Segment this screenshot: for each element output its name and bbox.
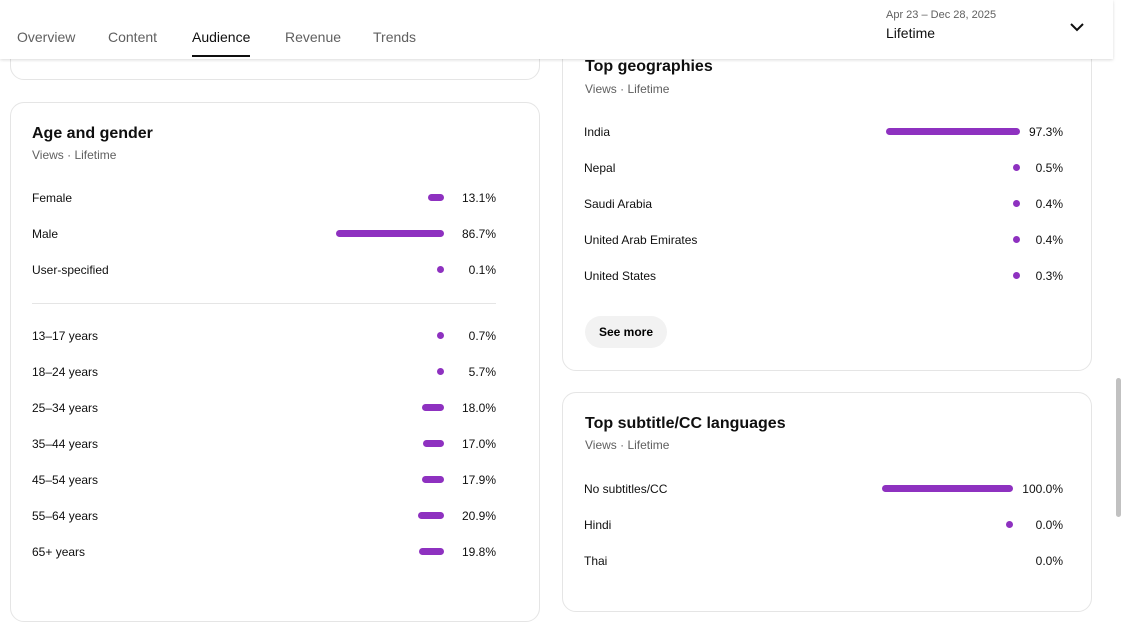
item-label: Female	[32, 191, 73, 205]
list-item: United States 0.3%	[584, 266, 1084, 286]
item-value: 0.3%	[1035, 269, 1063, 283]
list-item: User-specified 0.1%	[32, 260, 532, 280]
tab-audience[interactable]: Audience	[192, 29, 251, 57]
card-subtitle: Views · Lifetime	[32, 148, 117, 162]
list-item: Nepal 0.5%	[584, 158, 1084, 178]
value-bar	[1006, 521, 1013, 528]
scrollbar-thumb[interactable]	[1116, 378, 1121, 517]
list-item: 65+ years 19.8%	[32, 542, 532, 562]
item-label: 45–54 years	[32, 473, 99, 487]
card-subtitle: Views · Lifetime	[585, 82, 670, 96]
list-item: Saudi Arabia 0.4%	[584, 194, 1084, 214]
list-item: 18–24 years 5.7%	[32, 362, 532, 382]
tab-revenue[interactable]: Revenue	[285, 29, 342, 45]
list-item: United Arab Emirates 0.4%	[584, 230, 1084, 250]
item-label: Saudi Arabia	[584, 197, 653, 211]
list-item: 35–44 years 17.0%	[32, 434, 532, 454]
value-bar	[1013, 200, 1020, 207]
value-bar	[421, 404, 444, 411]
list-item: Female 13.1%	[32, 188, 532, 208]
item-label: Male	[32, 227, 59, 241]
item-value: 0.0%	[1035, 518, 1063, 532]
top-header: Overview Content Audience Revenue Trends…	[0, 0, 1113, 59]
item-value: 0.4%	[1035, 233, 1063, 247]
item-label: 13–17 years	[32, 329, 99, 343]
item-label: 55–64 years	[32, 509, 99, 523]
item-value: 0.5%	[1035, 161, 1063, 175]
list-item: No subtitles/CC 100.0%	[584, 479, 1084, 499]
tab-trends[interactable]: Trends	[373, 29, 417, 45]
age-gender-card	[10, 102, 540, 622]
item-label: United States	[584, 269, 657, 283]
value-bar	[422, 440, 444, 447]
item-value: 0.0%	[1035, 554, 1063, 568]
item-label: User-specified	[32, 263, 109, 277]
value-bar	[1013, 272, 1020, 279]
list-item: Thai 0.0%	[584, 551, 1084, 571]
tab-content[interactable]: Content	[108, 29, 158, 45]
date-range-dates: Apr 23 – Dec 28, 2025	[886, 9, 997, 21]
item-value: 97.3%	[1028, 125, 1063, 139]
see-more-button[interactable]: See more	[585, 316, 667, 348]
date-range-picker[interactable]: Apr 23 – Dec 28, 2025 Lifetime	[886, 9, 996, 41]
item-label: Nepal	[584, 161, 616, 175]
chevron-down-icon[interactable]	[1070, 22, 1084, 32]
card-title: Top geographies	[585, 58, 713, 75]
list-item: India 97.3%	[584, 122, 1084, 142]
list-item: 13–17 years 0.7%	[32, 326, 532, 346]
top-geographies-card	[562, 20, 1092, 371]
item-label: United Arab Emirates	[584, 233, 698, 247]
value-bar	[417, 512, 444, 519]
divider	[32, 303, 496, 304]
list-item: Male 86.7%	[32, 224, 532, 244]
item-label: Thai	[584, 554, 608, 568]
item-label: 65+ years	[32, 545, 86, 559]
tab-overview[interactable]: Overview	[17, 29, 76, 45]
item-value: 17.0%	[461, 437, 496, 451]
item-label: 25–34 years	[32, 401, 99, 415]
value-bar	[436, 368, 444, 375]
card-title: Top subtitle/CC languages	[585, 415, 786, 432]
item-value: 0.1%	[468, 263, 496, 277]
item-value: 100.0%	[1022, 482, 1063, 496]
date-range-label: Lifetime	[886, 25, 936, 41]
item-value: 5.7%	[468, 365, 496, 379]
item-value: 18.0%	[461, 401, 496, 415]
value-bar	[1013, 164, 1020, 171]
item-value: 19.8%	[461, 545, 496, 559]
card-subtitle: Views · Lifetime	[585, 438, 670, 452]
value-bar	[427, 194, 444, 201]
item-label: No subtitles/CC	[584, 482, 668, 496]
scrollbar[interactable]	[1113, 0, 1123, 571]
value-bar	[882, 485, 1013, 492]
item-label: India	[584, 125, 611, 139]
item-value: 0.4%	[1035, 197, 1063, 211]
list-item: 55–64 years 20.9%	[32, 506, 532, 526]
item-label: 18–24 years	[32, 365, 99, 379]
value-bar	[335, 230, 444, 237]
list-item: Hindi 0.0%	[584, 515, 1084, 535]
item-label: Hindi	[584, 518, 612, 532]
item-value: 86.7%	[461, 227, 496, 241]
item-value: 0.7%	[468, 329, 496, 343]
value-bar	[885, 128, 1020, 135]
item-value: 20.9%	[461, 509, 496, 523]
card-title: Age and gender	[32, 125, 153, 142]
list-item: 25–34 years 18.0%	[32, 398, 532, 418]
value-bar	[437, 332, 444, 339]
item-value: 17.9%	[461, 473, 496, 487]
item-label: 35–44 years	[32, 437, 99, 451]
value-bar	[1013, 236, 1020, 243]
value-bar	[437, 266, 444, 273]
value-bar	[419, 548, 444, 555]
value-bar	[421, 476, 444, 483]
list-item: 45–54 years 17.9%	[32, 470, 532, 490]
item-value: 13.1%	[461, 191, 496, 205]
